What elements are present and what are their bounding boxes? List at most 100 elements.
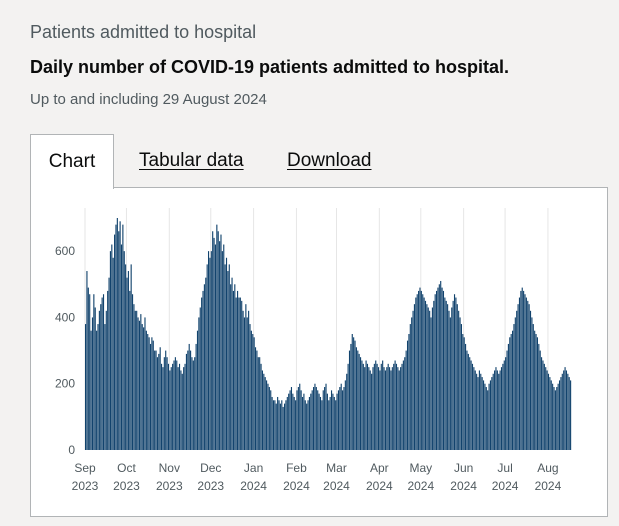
x-tick-year-label: 2024	[492, 479, 519, 493]
chart-bar	[192, 360, 194, 450]
chart-bar	[310, 393, 312, 450]
chart-bar	[321, 400, 323, 450]
chart-bar	[492, 373, 494, 450]
chart-bar	[408, 334, 410, 450]
chart-bar	[517, 304, 519, 450]
chart-bar	[495, 367, 497, 450]
chart-bar	[329, 396, 331, 450]
chart-bar	[344, 380, 346, 450]
chart-bar	[187, 350, 189, 450]
chart-bar	[376, 363, 378, 450]
chart-bar	[536, 337, 538, 450]
chart-bar	[297, 387, 299, 450]
chart-bar	[499, 370, 501, 450]
chart-bar	[473, 367, 475, 450]
chart-bar	[272, 400, 275, 450]
chart-bar	[343, 387, 345, 450]
chart-bar	[158, 353, 160, 450]
chart-bar	[431, 307, 433, 450]
tab-chart[interactable]: Chart	[30, 134, 114, 189]
chart-bar	[278, 400, 280, 450]
chart-bar	[271, 396, 273, 450]
chart-bar	[535, 334, 537, 450]
x-tick-label: Sep	[74, 461, 96, 475]
chart-bar	[469, 357, 471, 450]
chart-bar	[465, 343, 467, 450]
chart-bar	[220, 234, 222, 450]
chart-bar	[230, 284, 232, 450]
chart-bar	[151, 337, 153, 450]
x-tick-year-label: 2024	[450, 479, 477, 493]
chart-bar	[162, 367, 164, 450]
chart-bar	[254, 347, 257, 450]
chart-bar	[332, 393, 334, 450]
chart-bar	[245, 304, 247, 450]
chart-bar	[205, 277, 207, 450]
chart-bar	[264, 377, 266, 450]
chart-bar	[516, 310, 518, 450]
chart-bar	[474, 370, 476, 450]
chart-bar	[154, 350, 156, 450]
chart-bar	[413, 304, 416, 450]
chart-bar	[180, 370, 182, 450]
chart-bar	[234, 284, 236, 450]
tab-download[interactable]: Download	[287, 150, 372, 171]
chart-bar	[405, 350, 407, 450]
chart-bar	[191, 357, 193, 450]
bar-chart: 0 200 400 600 Sep 2023 Oct 2023 Nov 2023 Dec 2023 Ja…	[55, 208, 572, 493]
chart-bar	[452, 300, 454, 450]
chart-bar	[167, 363, 170, 450]
chart-bar	[456, 304, 458, 450]
chart-bar	[306, 403, 308, 450]
chart-bar	[86, 271, 88, 450]
chart-bar	[354, 340, 356, 450]
chart-bar	[111, 244, 113, 450]
chart-bar	[181, 373, 183, 450]
chart-bar	[137, 317, 139, 450]
chart-bar	[460, 324, 462, 450]
chart-bar	[300, 390, 302, 450]
chart-bar	[509, 337, 511, 450]
chart-bar	[223, 244, 225, 450]
tab-tabular-data[interactable]: Tabular data	[139, 150, 244, 171]
chart-bar	[228, 264, 230, 450]
chart-bar	[359, 357, 362, 450]
card-subtitle: Up to and including 29 August 2024	[30, 91, 267, 108]
chart-bar	[243, 317, 246, 450]
chart-bar	[482, 380, 485, 450]
chart-bar	[512, 330, 514, 450]
chart-bar	[440, 280, 442, 450]
chart-bar	[122, 224, 124, 450]
chart-bar	[107, 290, 109, 450]
chart-bar	[252, 334, 254, 450]
chart-bar	[476, 373, 478, 450]
chart-bar	[148, 337, 150, 450]
chart-bar	[97, 324, 99, 450]
chart-bar	[172, 363, 174, 450]
chart-bar	[328, 400, 330, 450]
chart-bar	[554, 390, 556, 450]
chart-bar	[463, 337, 465, 450]
chart-bar	[422, 294, 424, 450]
chart-bar	[568, 377, 570, 450]
chart-bar	[105, 310, 107, 450]
chart-bar	[500, 367, 503, 450]
chart-bar	[301, 396, 304, 450]
chart-bar	[418, 290, 420, 450]
chart-bar	[466, 350, 468, 450]
chart-bar	[295, 400, 297, 450]
chart-bar	[296, 390, 298, 450]
chart-bar	[177, 367, 179, 450]
chart-bar	[549, 377, 551, 450]
chart-bar	[288, 393, 290, 450]
x-tick-label: Aug	[537, 461, 558, 475]
chart-bar	[427, 307, 429, 450]
chart-bar	[377, 367, 380, 450]
chart-bar	[391, 367, 393, 450]
chart-bar	[257, 357, 259, 450]
chart-bar	[174, 357, 176, 450]
chart-bar	[324, 387, 326, 450]
chart-bar	[120, 244, 123, 450]
chart-bar	[412, 310, 414, 450]
chart-bar	[250, 330, 252, 450]
